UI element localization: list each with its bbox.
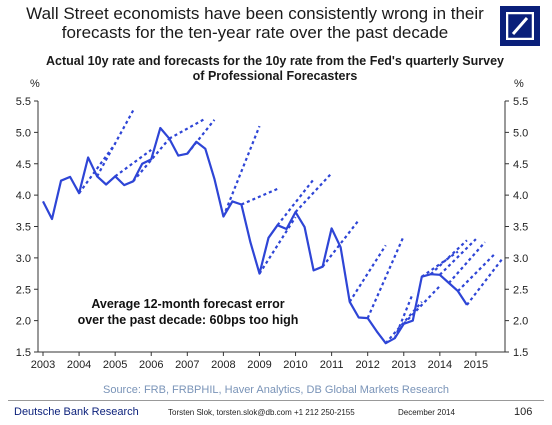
y-tick-label-right: 5.5 bbox=[513, 96, 528, 108]
forecast-line bbox=[222, 125, 261, 217]
y-tick-label-right: 4.0 bbox=[513, 190, 528, 202]
y-tick-label-right: 3.0 bbox=[513, 253, 528, 265]
x-tick-label: 2011 bbox=[320, 359, 344, 371]
headline: Wall Street economists have been consist… bbox=[26, 4, 484, 42]
y-tick-label-left: 3.5 bbox=[16, 222, 31, 234]
y-tick-label-right: 5.0 bbox=[513, 127, 528, 139]
x-tick-label: 2005 bbox=[103, 359, 127, 371]
chart-annotation: over the past decade: 60bps too high bbox=[78, 313, 299, 327]
y-tick-label-right: 3.5 bbox=[513, 222, 528, 234]
forecast-line bbox=[393, 293, 414, 339]
x-tick-label: 2015 bbox=[464, 359, 488, 371]
y-axis-unit-left: % bbox=[30, 78, 40, 90]
forecast-line bbox=[421, 250, 459, 278]
y-tick-label-left: 1.5 bbox=[16, 347, 31, 359]
y-tick-label-left: 4.5 bbox=[16, 159, 31, 171]
forecast-line bbox=[466, 257, 504, 306]
x-tick-label: 2006 bbox=[139, 359, 163, 371]
y-tick-label-left: 5.5 bbox=[16, 96, 31, 108]
forecast-line bbox=[403, 285, 441, 325]
x-tick-label: 2009 bbox=[247, 359, 271, 371]
actual-10y-rate-line bbox=[42, 126, 468, 345]
page-number: 106 bbox=[514, 406, 533, 418]
footer-contact: Torsten Slok, torsten.slok@db.com +1 212… bbox=[168, 408, 355, 417]
y-tick-label-left: 2.0 bbox=[16, 316, 31, 328]
forecast-line bbox=[348, 244, 387, 303]
forecast-line bbox=[78, 143, 117, 194]
x-tick-label: 2008 bbox=[211, 359, 235, 371]
x-tick-label: 2007 bbox=[175, 359, 199, 371]
forecast-line bbox=[276, 178, 315, 226]
y-tick-label-right: 4.5 bbox=[513, 159, 528, 171]
forecast-line bbox=[96, 109, 135, 177]
forecast-line bbox=[114, 149, 152, 178]
footer-date: December 2014 bbox=[398, 408, 455, 417]
y-tick-label-left: 3.0 bbox=[16, 253, 31, 265]
deutsche-bank-logo-icon bbox=[500, 6, 540, 46]
forecast-line bbox=[240, 187, 278, 206]
y-tick-label-right: 1.5 bbox=[513, 347, 528, 359]
forecast-line bbox=[258, 216, 297, 275]
rate-forecast-chart: 1.5 1.5 2.0 2.0 2.5 2.5 3.0 3.0 3.5 3.5 4.0 4.0 4.5 4… bbox=[16, 96, 529, 371]
y-tick-label-right: 2.5 bbox=[513, 284, 528, 296]
y-axis-unit-right: % bbox=[514, 78, 524, 90]
forecast-line bbox=[439, 238, 477, 276]
x-tick-label: 2013 bbox=[392, 359, 416, 371]
forecast-line bbox=[294, 172, 333, 213]
x-tick-label: 2010 bbox=[283, 359, 307, 371]
y-tick-label-left: 2.5 bbox=[16, 284, 31, 296]
forecast-line bbox=[168, 117, 206, 140]
x-tick-label: 2014 bbox=[428, 359, 452, 371]
forecast-line bbox=[366, 235, 405, 319]
footer-divider bbox=[8, 400, 544, 401]
y-tick-label-left: 5.0 bbox=[16, 127, 31, 139]
forecast-line bbox=[321, 219, 360, 268]
forecast-line bbox=[457, 253, 495, 292]
source-note: Source: FRB, FRBPHIL, Haver Analytics, D… bbox=[102, 384, 449, 396]
forecast-line bbox=[430, 239, 468, 276]
y-tick-label-left: 4.0 bbox=[16, 190, 31, 202]
x-tick-label: 2012 bbox=[355, 359, 379, 371]
y-tick-label-right: 2.0 bbox=[513, 316, 528, 328]
footer-brand: Deutsche Bank Research bbox=[14, 406, 139, 418]
x-tick-label: 2003 bbox=[31, 359, 55, 371]
chart-annotation: Average 12-month forecast error bbox=[91, 297, 284, 311]
x-tick-label: 2004 bbox=[67, 359, 91, 371]
chart-title: Actual 10y rate and forecasts for the 10… bbox=[45, 54, 504, 83]
